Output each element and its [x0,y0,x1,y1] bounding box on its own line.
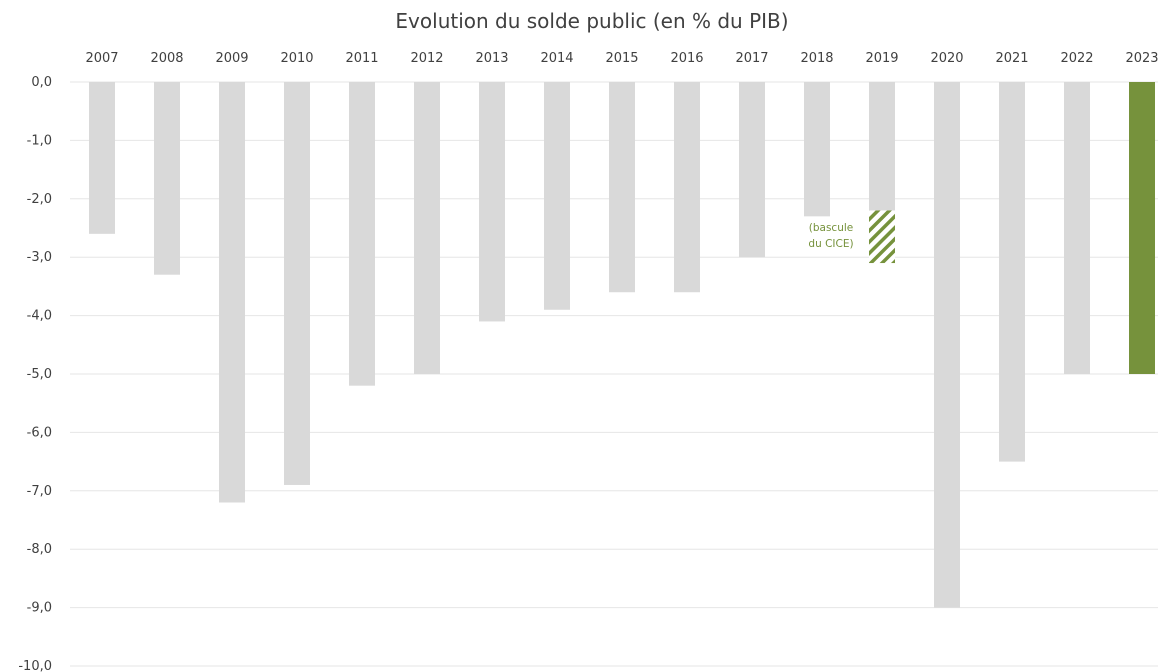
x-tick-label: 2020 [930,51,963,66]
x-tick-label: 2012 [410,51,443,66]
bar [934,82,960,608]
bar [869,82,895,211]
y-tick-label: -2,0 [27,192,52,207]
x-tick-label: 2016 [670,51,703,66]
y-tick-label: -8,0 [27,542,52,557]
x-tick-label: 2015 [605,51,638,66]
bar [414,82,440,374]
bar-highlight [1129,82,1155,374]
x-tick-label: 2021 [995,51,1028,66]
bar-hatched-extension [869,210,895,264]
bar [609,82,635,293]
x-tick-label: 2013 [475,51,508,66]
annotation-line: (bascule [809,222,853,234]
x-tick-label: 2008 [150,51,183,66]
y-tick-label: -9,0 [27,601,52,616]
chart-title: Evolution du solde public (en % du PIB) [395,9,788,33]
bar [479,82,505,322]
bar [89,82,115,234]
bar [804,82,830,217]
bars [89,82,1155,608]
y-tick-label: 0,0 [31,75,52,90]
y-tick-label: -4,0 [27,309,52,324]
gridlines [70,81,1158,667]
x-tick-label: 2011 [345,51,378,66]
y-tick-label: -1,0 [27,133,52,148]
y-tick-label: -7,0 [27,484,52,499]
bar [219,82,245,503]
y-axis-ticks: 0,0 -1,0 -2,0 -3,0 -4,0 -5,0 -6,0 -7,0 -8,0 -9,0 -… [18,75,52,672]
bar [739,82,765,258]
bar [674,82,700,293]
x-tick-label: 2023 [1125,51,1158,66]
bar [154,82,180,275]
x-tick-label: 2019 [865,51,898,66]
x-tick-label: 2007 [85,51,118,66]
x-tick-label: 2018 [800,51,833,66]
y-tick-label: -10,0 [18,659,52,672]
x-tick-label: 2017 [735,51,768,66]
y-tick-label: -6,0 [27,425,52,440]
bar [349,82,375,386]
x-axis-ticks: 2007 2008 2009 2010 2011 2012 2013 2014 2015 2016… [85,51,1158,66]
annotation: (bascule du CICE) [808,222,853,250]
x-tick-label: 2009 [215,51,248,66]
bar [544,82,570,310]
bar [999,82,1025,462]
bar [284,82,310,485]
x-tick-label: 2010 [280,51,313,66]
x-tick-label: 2022 [1060,51,1093,66]
x-tick-label: 2014 [540,51,573,66]
bar [1064,82,1090,374]
y-tick-label: -3,0 [27,250,52,265]
y-tick-label: -5,0 [27,367,52,382]
annotation-line: du CICE) [808,238,853,250]
